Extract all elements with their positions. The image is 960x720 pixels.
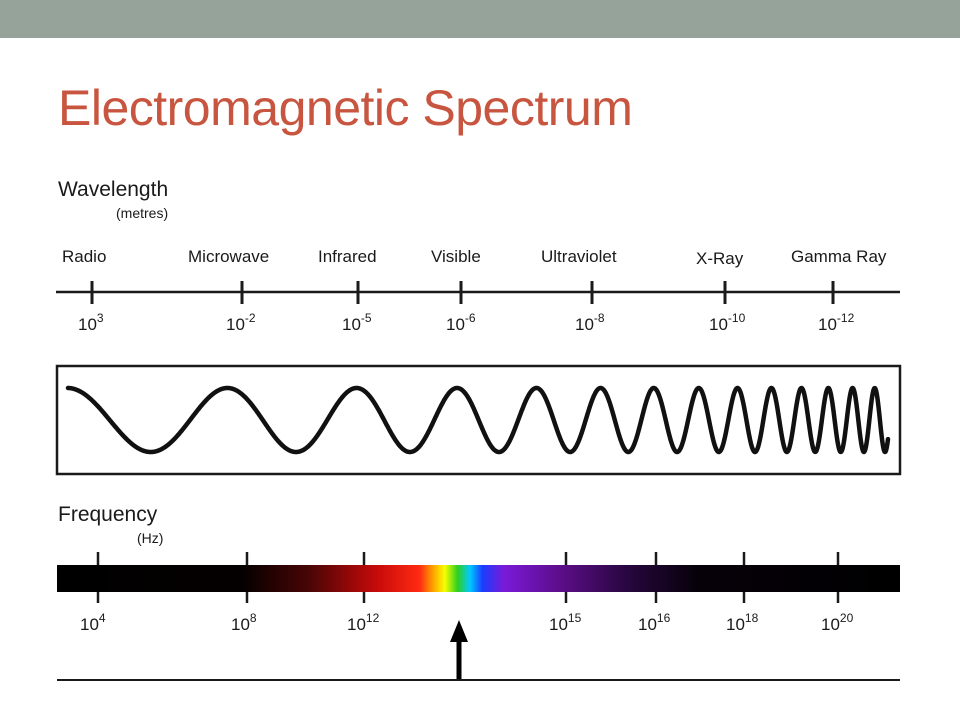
band-labels: Radio Microwave Infrared Visible Ultravi… <box>62 247 887 268</box>
frequency-ticks-lower <box>96 592 840 603</box>
freq-tick-5: 1018 <box>726 611 759 634</box>
freq-tick-1: 108 <box>231 611 257 634</box>
wavelength-tick-labels: 103 10-2 10-5 10-6 10-8 10-10 10-12 <box>78 311 855 334</box>
frequency-unit: (Hz) <box>137 530 163 546</box>
band-gamma-ray: Gamma Ray <box>791 247 887 266</box>
wl-tick-3: 10-6 <box>446 311 476 334</box>
band-x-ray: X-Ray <box>696 249 744 268</box>
freq-tick-4: 1016 <box>638 611 671 634</box>
band-visible: Visible <box>431 247 481 266</box>
freq-tick-2: 1012 <box>347 611 380 634</box>
freq-tick-3: 1015 <box>549 611 582 634</box>
top-accent-band <box>0 0 960 38</box>
wavelength-unit: (metres) <box>116 205 168 221</box>
wl-tick-0: 103 <box>78 311 104 334</box>
frequency-spectrum-bar <box>57 565 900 592</box>
frequency-heading: Frequency <box>58 503 158 526</box>
sine-wave-icon <box>65 385 891 455</box>
wl-tick-5: 10-10 <box>709 311 746 334</box>
band-microwave: Microwave <box>188 247 269 266</box>
band-ultraviolet: Ultraviolet <box>541 247 617 266</box>
slide-title: Electromagnetic Spectrum <box>58 80 633 136</box>
wl-tick-4: 10-8 <box>575 311 605 334</box>
frequency-tick-labels: 104 108 1012 1015 1016 1018 1020 <box>80 611 854 634</box>
wavelength-heading: Wavelength <box>58 178 168 201</box>
arrow-up-icon <box>450 620 468 680</box>
freq-tick-0: 104 <box>80 611 106 634</box>
wl-tick-6: 10-12 <box>818 311 855 334</box>
wl-tick-2: 10-5 <box>342 311 372 334</box>
band-radio: Radio <box>62 247 106 266</box>
wl-tick-1: 10-2 <box>226 311 256 334</box>
band-infrared: Infrared <box>318 247 377 266</box>
wavelength-ticks <box>90 281 835 304</box>
freq-tick-6: 1020 <box>821 611 854 634</box>
